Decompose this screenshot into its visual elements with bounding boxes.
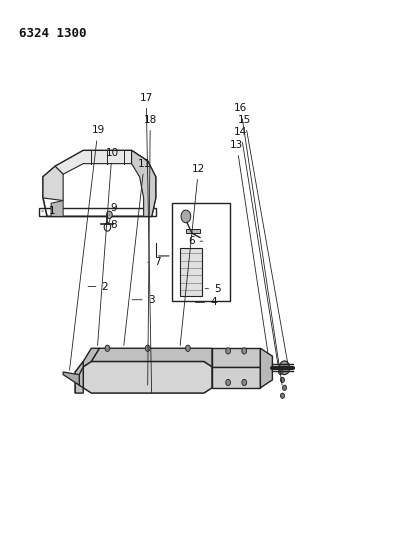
Circle shape: [242, 379, 247, 386]
Text: 6324 1300: 6324 1300: [19, 27, 86, 39]
Text: 15: 15: [238, 115, 288, 365]
Text: 9: 9: [109, 204, 117, 224]
Polygon shape: [63, 372, 79, 385]
Circle shape: [279, 361, 290, 375]
Circle shape: [226, 379, 231, 386]
Text: 1: 1: [42, 206, 55, 216]
Text: 3: 3: [132, 295, 154, 305]
Bar: [172, 203, 230, 301]
Polygon shape: [212, 367, 260, 388]
Text: 12: 12: [180, 164, 205, 345]
Polygon shape: [43, 166, 63, 200]
Polygon shape: [260, 348, 273, 388]
Text: 7: 7: [148, 257, 160, 267]
Polygon shape: [186, 229, 200, 233]
Polygon shape: [75, 361, 83, 393]
Circle shape: [242, 348, 247, 354]
Circle shape: [186, 345, 190, 351]
Circle shape: [181, 210, 191, 223]
Text: 17: 17: [140, 93, 153, 393]
Text: 6: 6: [188, 236, 203, 246]
Polygon shape: [131, 150, 156, 216]
Circle shape: [280, 377, 284, 383]
Text: 4: 4: [195, 297, 217, 308]
Polygon shape: [51, 200, 63, 216]
Polygon shape: [212, 348, 260, 367]
Text: 16: 16: [234, 103, 282, 385]
Text: 18: 18: [144, 115, 157, 385]
Text: 11: 11: [124, 159, 151, 345]
Circle shape: [145, 345, 150, 351]
Bar: [180, 248, 202, 295]
Circle shape: [280, 393, 284, 398]
Text: 2: 2: [88, 281, 108, 292]
Text: 13: 13: [230, 140, 268, 353]
Polygon shape: [83, 361, 212, 393]
Polygon shape: [75, 348, 100, 393]
Text: 14: 14: [234, 127, 278, 365]
Circle shape: [282, 385, 286, 391]
Circle shape: [278, 369, 282, 375]
Polygon shape: [91, 348, 212, 367]
Text: 8: 8: [109, 215, 117, 230]
Text: 19: 19: [69, 125, 104, 370]
Polygon shape: [55, 150, 148, 174]
Circle shape: [226, 348, 231, 354]
Text: 5: 5: [205, 284, 221, 294]
Circle shape: [105, 345, 110, 351]
Circle shape: [106, 211, 112, 219]
Text: 10: 10: [98, 148, 119, 345]
